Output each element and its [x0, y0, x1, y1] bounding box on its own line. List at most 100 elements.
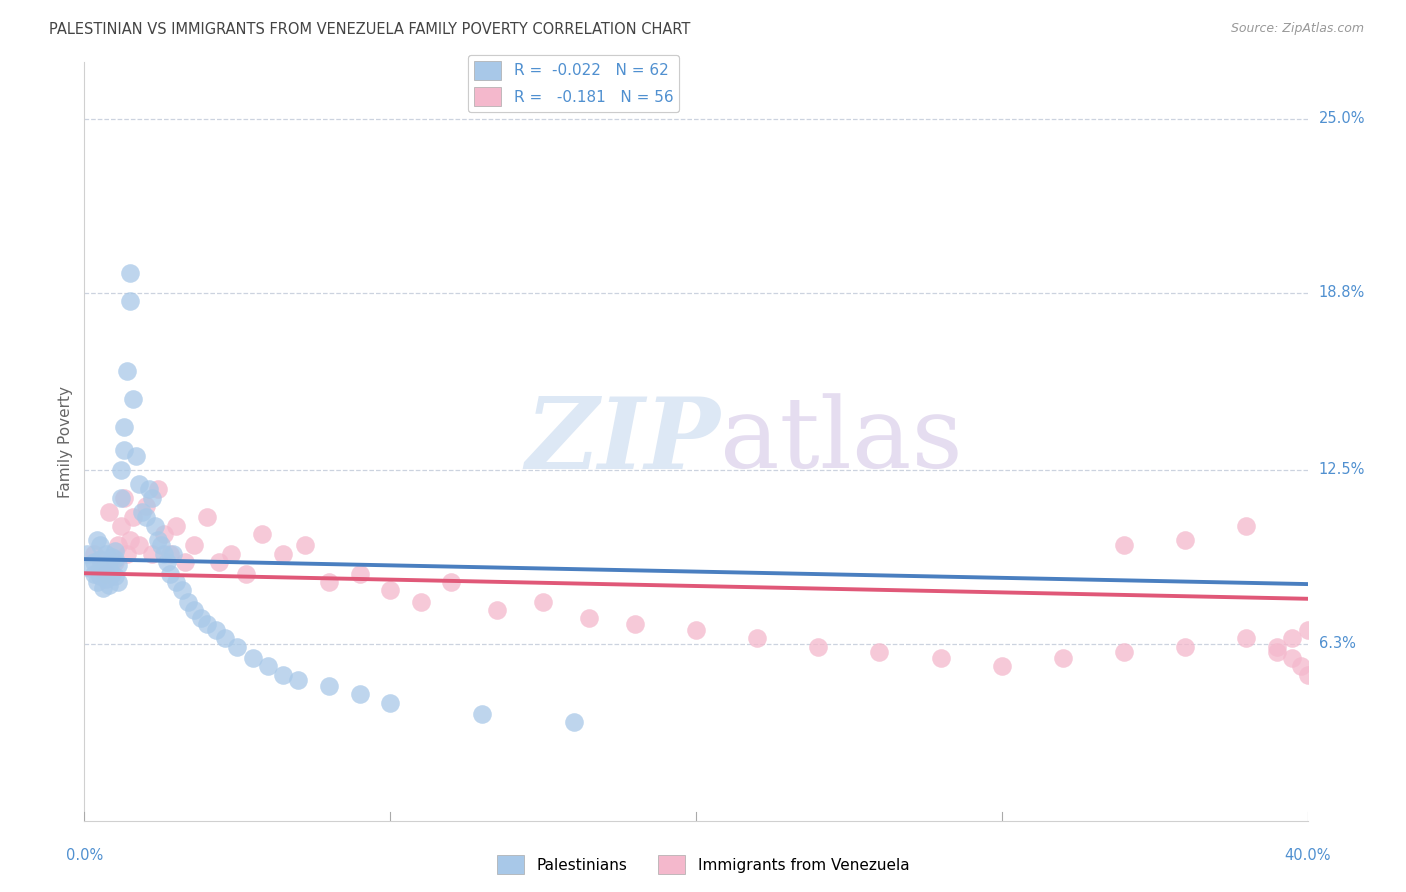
Point — [86, 574, 108, 589]
Point — [531, 594, 554, 608]
Point — [97, 505, 120, 519]
Text: Source: ZipAtlas.com: Source: ZipAtlas.com — [1230, 22, 1364, 36]
Point — [219, 547, 242, 561]
Point — [128, 476, 150, 491]
Point — [159, 547, 181, 561]
Point — [174, 555, 197, 569]
Point — [101, 549, 124, 564]
Point — [112, 420, 135, 434]
Point — [107, 558, 129, 573]
Legend: Palestinians, Immigrants from Venezuela: Palestinians, Immigrants from Venezuela — [491, 849, 915, 880]
Point — [1236, 518, 1258, 533]
Point — [578, 611, 600, 625]
Point — [409, 594, 432, 608]
Point — [83, 555, 105, 569]
Point — [226, 640, 249, 654]
Point — [104, 555, 127, 569]
Point — [1281, 650, 1303, 665]
Point — [135, 499, 157, 513]
Point — [107, 538, 129, 552]
Point — [349, 687, 371, 701]
Point — [257, 659, 280, 673]
Point — [869, 645, 891, 659]
Point — [141, 491, 163, 505]
Point — [190, 611, 212, 625]
Text: ZIP: ZIP — [526, 393, 720, 490]
Point — [128, 538, 150, 552]
Point — [486, 603, 509, 617]
Point — [172, 583, 194, 598]
Point — [1265, 645, 1288, 659]
Point — [138, 483, 160, 497]
Text: 0.0%: 0.0% — [66, 848, 103, 863]
Point — [1174, 640, 1197, 654]
Point — [177, 594, 200, 608]
Point — [120, 266, 142, 280]
Point — [122, 510, 145, 524]
Text: PALESTINIAN VS IMMIGRANTS FROM VENEZUELA FAMILY POVERTY CORRELATION CHART: PALESTINIAN VS IMMIGRANTS FROM VENEZUELA… — [49, 22, 690, 37]
Point — [214, 631, 236, 645]
Point — [318, 679, 340, 693]
Point — [89, 552, 111, 566]
Point — [83, 566, 105, 581]
Point — [156, 555, 179, 569]
Point — [349, 566, 371, 581]
Point — [94, 547, 117, 561]
Point — [149, 538, 172, 552]
Point — [143, 518, 166, 533]
Point — [91, 564, 114, 578]
Point — [1114, 645, 1136, 659]
Point — [107, 574, 129, 589]
Point — [1052, 650, 1074, 665]
Point — [97, 561, 120, 575]
Point — [250, 527, 273, 541]
Text: 40.0%: 40.0% — [1284, 848, 1331, 863]
Point — [807, 640, 830, 654]
Point — [83, 547, 105, 561]
Point — [165, 518, 187, 533]
Point — [287, 673, 309, 688]
Point — [208, 555, 231, 569]
Point — [162, 547, 184, 561]
Point — [380, 696, 402, 710]
Point — [1174, 533, 1197, 547]
Point — [125, 449, 148, 463]
Point — [120, 533, 142, 547]
Point — [101, 566, 124, 581]
Point — [929, 650, 952, 665]
Point — [271, 547, 294, 561]
Point — [141, 547, 163, 561]
Point — [183, 538, 205, 552]
Point — [235, 566, 257, 581]
Point — [104, 544, 127, 558]
Point — [104, 552, 127, 566]
Point — [624, 617, 647, 632]
Text: 18.8%: 18.8% — [1319, 285, 1365, 301]
Point — [195, 617, 218, 632]
Point — [110, 491, 132, 505]
Text: atlas: atlas — [720, 393, 963, 490]
Text: 12.5%: 12.5% — [1319, 462, 1365, 477]
Point — [991, 659, 1014, 673]
Point — [1281, 631, 1303, 645]
Point — [1296, 667, 1319, 681]
Point — [115, 547, 138, 561]
Point — [747, 631, 769, 645]
Point — [1296, 623, 1319, 637]
Point — [112, 442, 135, 457]
Point — [153, 527, 176, 541]
Point — [440, 574, 463, 589]
Point — [242, 650, 264, 665]
Point — [146, 483, 169, 497]
Point — [115, 364, 138, 378]
Point — [89, 561, 111, 575]
Point — [97, 578, 120, 592]
Point — [1291, 659, 1313, 673]
Text: 25.0%: 25.0% — [1319, 112, 1365, 126]
Point — [94, 558, 117, 573]
Point — [131, 505, 153, 519]
Point — [159, 566, 181, 581]
Point — [112, 491, 135, 505]
Point — [271, 667, 294, 681]
Point — [135, 510, 157, 524]
